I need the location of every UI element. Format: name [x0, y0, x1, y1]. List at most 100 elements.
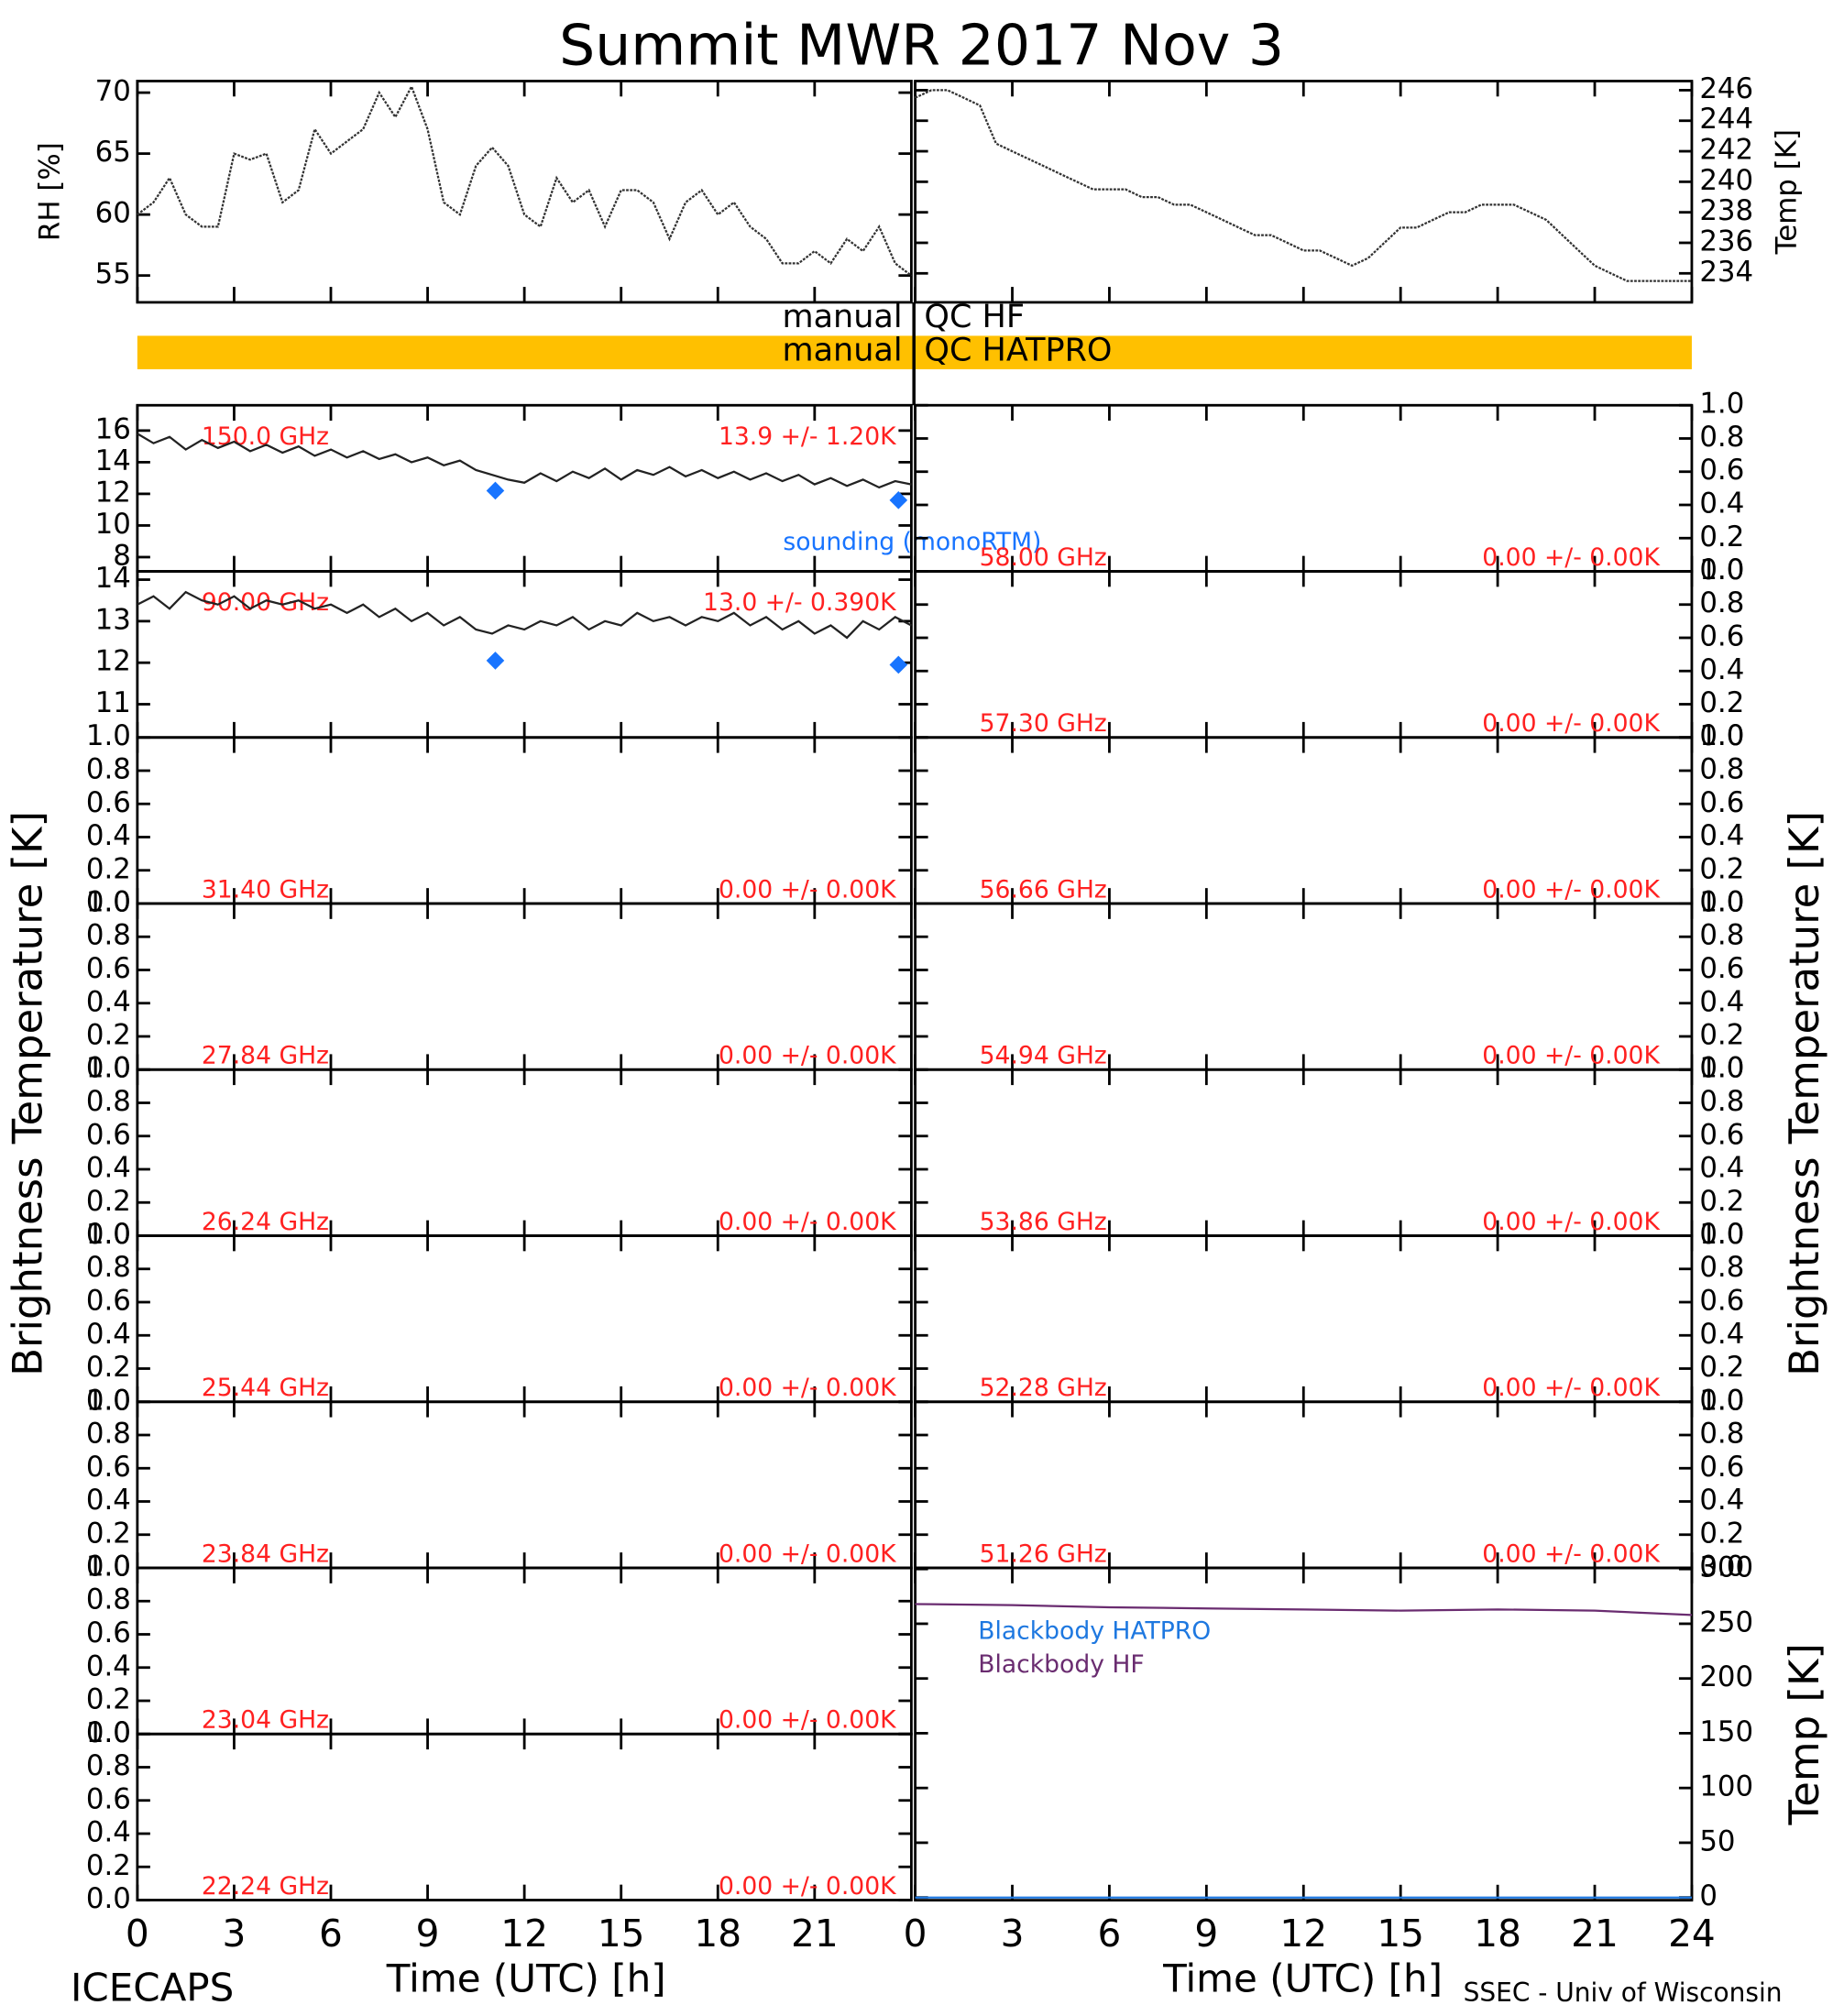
- y-tick-label: 1.0: [1699, 1384, 1744, 1417]
- stats-label: 0.00 +/- 0.00K: [719, 875, 897, 904]
- y-axis-label: Brightness Temperature [K]: [1780, 811, 1828, 1376]
- y-tick-label: 14: [95, 562, 131, 595]
- y-tick-label: 0.0: [1699, 885, 1744, 918]
- y-tick-label: 0.0: [86, 1882, 131, 1915]
- y-tick-label: 100: [1699, 1770, 1753, 1803]
- y-tick-label: 0.6: [86, 786, 131, 819]
- y-tick-label: 1.0: [86, 1384, 131, 1417]
- y-tick-label: 0.4: [86, 1815, 131, 1848]
- y-tick-label: 50: [1699, 1824, 1735, 1857]
- stats-label: 0.00 +/- 0.00K: [1482, 1539, 1661, 1568]
- y-tick-label: 1.0: [1699, 1218, 1744, 1251]
- y-tick-label: 1.0: [86, 719, 131, 752]
- y-tick-label: 0.0: [86, 1716, 131, 1749]
- stats-label: 0.00 +/- 0.00K: [1482, 1042, 1661, 1070]
- y-tick-label: 0.6: [86, 1782, 131, 1815]
- series-line: [137, 590, 912, 640]
- y-tick-label: 0.2: [1699, 686, 1744, 719]
- y-tick-label: 1.0: [1699, 1052, 1744, 1085]
- y-tick-label: 0.2: [86, 1351, 131, 1384]
- y-tick-label: 0.4: [1699, 819, 1744, 852]
- y-tick-label: 150: [1699, 1715, 1753, 1748]
- stats-label: 0.00 +/- 0.00K: [719, 1208, 897, 1236]
- y-tick-label: 14: [95, 444, 131, 477]
- x-tick-label: 12: [1279, 1912, 1327, 1956]
- y-tick-label: 0.2: [1699, 1517, 1744, 1550]
- y-tick-label: 0.6: [1699, 619, 1744, 652]
- y-tick-label: 0.0: [1699, 553, 1744, 586]
- y-tick-label: 0.8: [86, 752, 131, 785]
- title: Summit MWR 2017 Nov 3: [559, 12, 1284, 78]
- y-tick-label: 8: [113, 539, 131, 572]
- y-tick-label: 0.2: [86, 1018, 131, 1051]
- stats-label: 0.00 +/- 0.00K: [1482, 1208, 1661, 1236]
- y-tick-label: 0.8: [86, 919, 131, 952]
- channel-label: 57.30 GHz: [980, 709, 1107, 738]
- legend-label: sounding (monoRTM): [783, 528, 1041, 556]
- y-tick-label: 0.2: [1699, 520, 1744, 553]
- qc-label: QC HF: [924, 298, 1025, 335]
- x-tick-label: 0: [126, 1912, 149, 1956]
- y-tick-label: 0.2: [86, 1682, 131, 1715]
- y-tick-label: 0.4: [86, 1484, 131, 1517]
- stats-label: 0.00 +/- 0.00K: [719, 1872, 897, 1901]
- y-tick-label: 0.4: [1699, 1151, 1744, 1184]
- stats-label: 0.00 +/- 0.00K: [1482, 709, 1661, 738]
- y-tick-label: 10: [95, 508, 131, 541]
- y-tick-label: 0.0: [1699, 719, 1744, 752]
- channel-label: 27.84 GHz: [202, 1042, 329, 1070]
- y-tick-label: 0.2: [86, 1185, 131, 1218]
- y-tick-label: 0.4: [86, 985, 131, 1018]
- channel-label: 25.44 GHz: [202, 1374, 329, 1402]
- y-tick-label: 0.4: [1699, 1318, 1744, 1351]
- x-tick-label: 6: [319, 1912, 343, 1956]
- y-tick-label: 0.0: [86, 1218, 131, 1251]
- y-tick-label: 0.8: [86, 1085, 131, 1118]
- stats-label: 0.00 +/- 0.00K: [1482, 875, 1661, 904]
- y-tick-label: 0.0: [1699, 1550, 1744, 1583]
- qc-label: QC HATPRO: [924, 331, 1112, 368]
- channel-label: 26.24 GHz: [202, 1208, 329, 1236]
- channel-label: 54.94 GHz: [980, 1042, 1107, 1070]
- y-tick-label: 0.6: [1699, 454, 1744, 487]
- y-tick-label: 1.0: [1699, 885, 1744, 918]
- channel-label: 23.84 GHz: [202, 1539, 329, 1568]
- y-tick-label: 0.0: [86, 1052, 131, 1085]
- sounding-point: [486, 481, 505, 500]
- y-tick-label: 0.2: [1699, 852, 1744, 885]
- y-tick-label: 0.4: [1699, 653, 1744, 686]
- y-tick-label: 0.4: [86, 1151, 131, 1184]
- y-tick-label: 0.8: [86, 1749, 131, 1782]
- y-tick-label: 0.2: [86, 1849, 131, 1882]
- y-tick-label: 0.4: [86, 1649, 131, 1682]
- y-tick-label: 0.6: [1699, 952, 1744, 985]
- series-line: [915, 1603, 1692, 1616]
- stats-label: 0.00 +/- 0.00K: [1482, 1374, 1661, 1402]
- y-tick-label: 0.8: [86, 1251, 131, 1284]
- y-tick-label: 55: [95, 257, 131, 290]
- y-tick-label: 0.8: [1699, 421, 1744, 454]
- footer: ICECAPS: [71, 1965, 234, 2010]
- y-tick-label: 1.0: [1699, 719, 1744, 752]
- stats-label: 0.00 +/- 0.00K: [719, 1706, 897, 1735]
- qc-label: manual: [782, 298, 902, 335]
- y-tick-label: 0.2: [1699, 1351, 1744, 1384]
- y-tick-label: 0.0: [86, 1384, 131, 1417]
- y-tick-label: 0.6: [86, 1284, 131, 1317]
- y-tick-label: 0.6: [86, 952, 131, 985]
- y-tick-label: 0.8: [86, 1417, 131, 1450]
- y-tick-label: 0.6: [86, 1118, 131, 1151]
- y-tick-label: 11: [95, 686, 131, 719]
- stats-label: 0.00 +/- 0.00K: [719, 1042, 897, 1070]
- y-tick-label: 1.0: [1699, 388, 1744, 421]
- x-axis-label: Time (UTC) [h]: [1162, 1956, 1443, 2001]
- y-tick-label: 0.0: [1699, 1218, 1744, 1251]
- channel-label: 53.86 GHz: [980, 1208, 1107, 1236]
- y-tick-label: 1.0: [86, 885, 131, 918]
- y-tick-label: 246: [1699, 72, 1753, 105]
- y-tick-label: 0.8: [1699, 1251, 1744, 1284]
- y-tick-label: 1.0: [1699, 553, 1744, 586]
- x-tick-label: 6: [1098, 1912, 1122, 1956]
